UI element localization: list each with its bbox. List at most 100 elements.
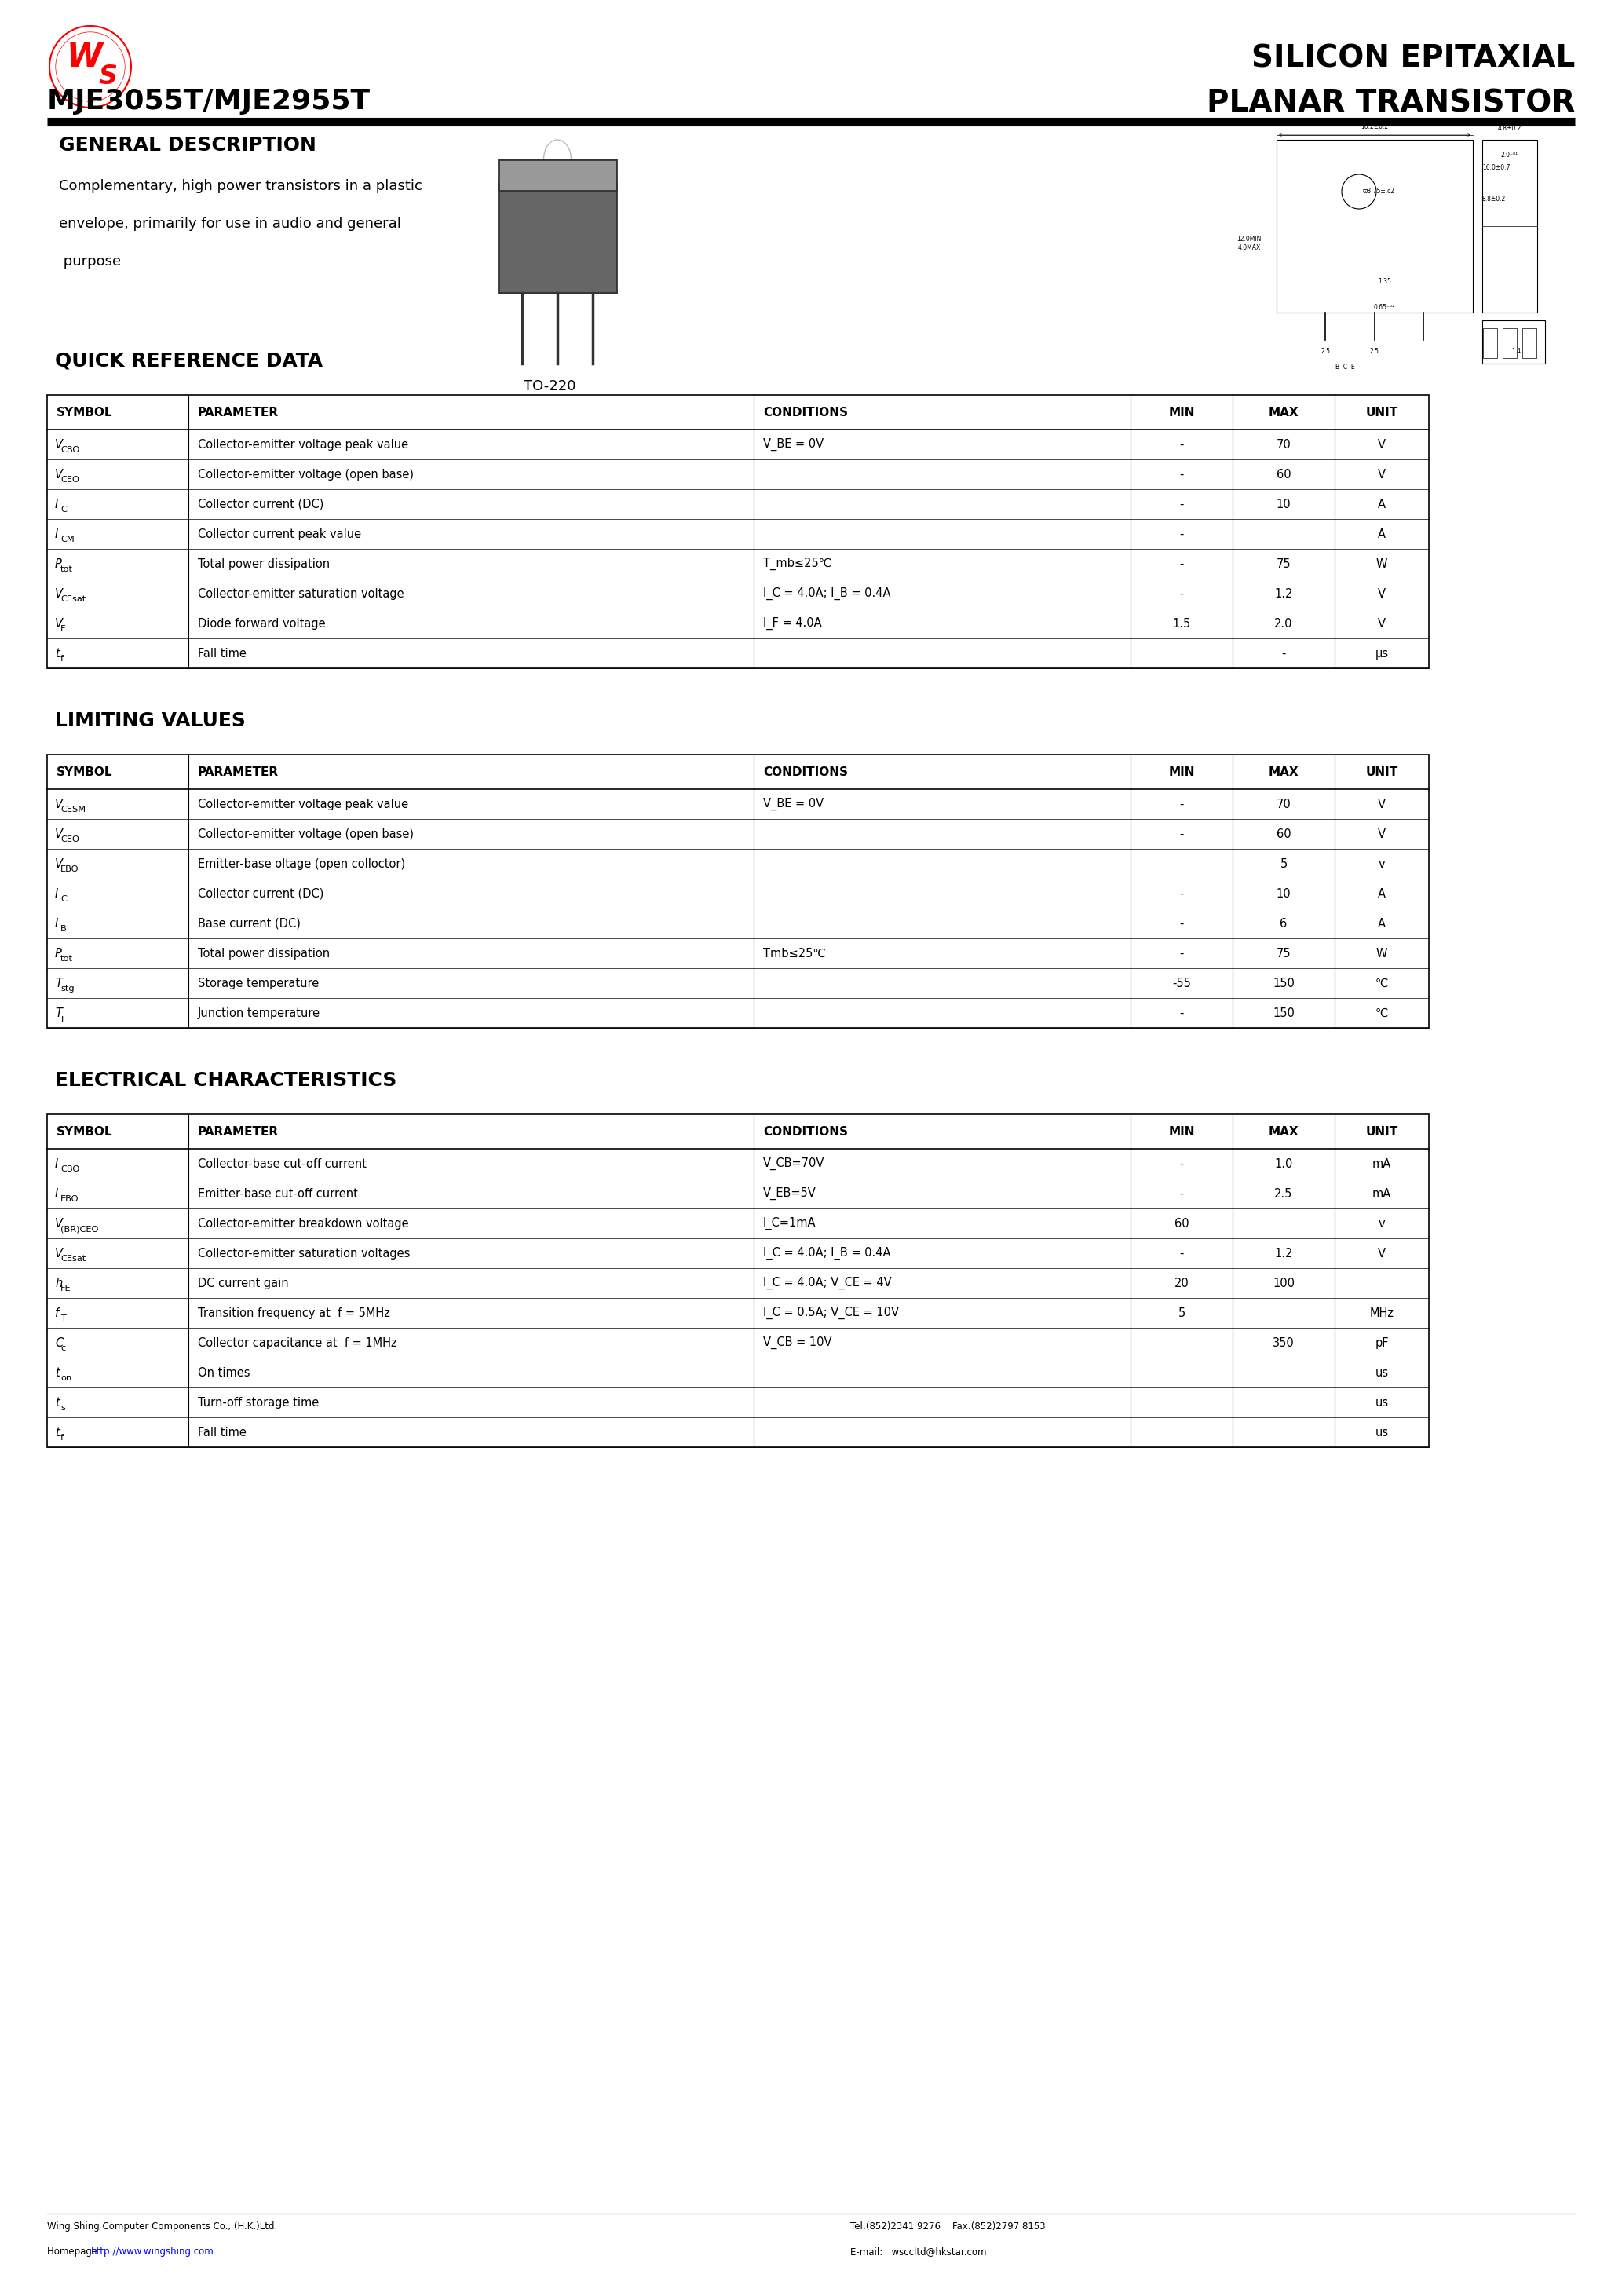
Text: PARAMETER: PARAMETER [198,406,279,418]
Text: V: V [1377,468,1385,480]
Text: 10: 10 [1277,498,1291,510]
Text: ϖ3.75±.c2: ϖ3.75±.c2 [1362,188,1395,195]
Text: Junction temperature: Junction temperature [198,1008,321,1019]
Text: V: V [55,439,63,450]
Text: ℃: ℃ [1375,1008,1388,1019]
Text: E-mail:   wsccltd@hkstar.com: E-mail: wsccltd@hkstar.com [850,2245,986,2257]
Text: 1.0: 1.0 [1275,1157,1293,1169]
Text: t: t [55,1426,60,1437]
Text: h: h [55,1277,62,1288]
Text: -: - [1179,468,1184,480]
Text: Collector-emitter voltage (open base): Collector-emitter voltage (open base) [198,829,414,840]
Text: f: f [55,1306,58,1318]
Text: 1.2: 1.2 [1275,1247,1293,1258]
Text: F: F [60,625,65,634]
Text: V_CB=70V: V_CB=70V [762,1157,824,1171]
Text: UNIT: UNIT [1366,767,1398,778]
Text: 2.0⁻⁰¹: 2.0⁻⁰¹ [1500,152,1518,158]
Text: SYMBOL: SYMBOL [57,406,112,418]
Text: P: P [55,558,62,569]
Text: SYMBOL: SYMBOL [57,1125,112,1137]
Text: I: I [55,1157,58,1169]
Bar [1523,328,1536,358]
Text: Storage temperature: Storage temperature [198,978,320,990]
Text: V_BE = 0V: V_BE = 0V [762,797,824,810]
Text: 1.4: 1.4 [1512,349,1521,356]
Text: us: us [1375,1366,1388,1378]
Text: T: T [60,1316,67,1322]
Text: tot: tot [60,955,73,962]
Text: Homepage:: Homepage: [47,2245,107,2257]
Text: ELECTRICAL CHARACTERISTICS: ELECTRICAL CHARACTERISTICS [55,1070,397,1091]
Bar [1483,328,1497,358]
Text: -: - [1179,528,1184,540]
Text: T: T [55,1008,62,1019]
Text: 10.2±0.2: 10.2±0.2 [1361,124,1388,131]
Text: 16.0±0.7: 16.0±0.7 [1483,163,1510,170]
Text: CBO: CBO [60,1166,79,1173]
Text: Collector-emitter saturation voltages: Collector-emitter saturation voltages [198,1247,410,1258]
Text: 60: 60 [1174,1217,1189,1228]
Text: C: C [60,505,67,514]
Text: V: V [55,468,63,480]
Text: s: s [60,1405,65,1412]
Text: 2.5: 2.5 [1320,349,1330,356]
Text: CEO: CEO [60,475,79,484]
Text: CEsat: CEsat [60,1256,86,1263]
Bar [1483,140,1538,312]
Text: V: V [1377,1247,1385,1258]
Text: 20: 20 [1174,1277,1189,1288]
Text: Collector current peak value: Collector current peak value [198,528,362,540]
Text: I: I [55,889,58,900]
Text: I: I [55,528,58,540]
Text: -55: -55 [1173,978,1191,990]
Text: Total power dissipation: Total power dissipation [198,948,329,960]
Text: Fall time: Fall time [198,647,247,659]
Text: Fall time: Fall time [198,1426,247,1437]
Text: SILICON EPITAXIAL: SILICON EPITAXIAL [1251,44,1575,73]
Text: I_C = 4.0A; V_CE = 4V: I_C = 4.0A; V_CE = 4V [762,1277,892,1290]
Text: MAX: MAX [1268,1125,1299,1137]
Text: V_CB = 10V: V_CB = 10V [762,1336,832,1350]
Text: CESM: CESM [60,806,86,813]
Text: Emitter-base oltage (open colloctor): Emitter-base oltage (open colloctor) [198,859,406,870]
Text: 75: 75 [1277,948,1291,960]
Text: stg: stg [60,985,75,992]
Text: V: V [55,1247,63,1258]
Bar [47,1114,1429,1446]
Text: V: V [55,1217,63,1228]
Text: W: W [1375,558,1387,569]
Text: TO-220: TO-220 [524,379,576,393]
Text: tot: tot [60,565,73,574]
Text: Collector-emitter voltage (open base): Collector-emitter voltage (open base) [198,468,414,480]
Text: V_EB=5V: V_EB=5V [762,1187,816,1201]
Text: 8.8±0.2: 8.8±0.2 [1483,195,1505,202]
Bar [498,158,616,191]
Text: UNIT: UNIT [1366,406,1398,418]
Text: I_C=1mA: I_C=1mA [762,1217,816,1231]
Text: mA: mA [1372,1187,1392,1199]
Text: V: V [1377,439,1385,450]
Text: v: v [1379,1217,1385,1228]
Text: B: B [60,925,67,932]
Text: 5: 5 [1280,859,1288,870]
Text: envelope, primarily for use in audio and general: envelope, primarily for use in audio and… [58,216,401,232]
Text: I_F = 4.0A: I_F = 4.0A [762,618,822,629]
Text: 70: 70 [1277,799,1291,810]
Text: T: T [55,978,62,990]
Text: 1.5: 1.5 [1173,618,1191,629]
Text: 75: 75 [1277,558,1291,569]
Text: Collector current (DC): Collector current (DC) [198,498,324,510]
Text: us: us [1375,1396,1388,1407]
Text: j: j [60,1015,63,1022]
Text: I_C = 0.5A; V_CE = 10V: I_C = 0.5A; V_CE = 10V [762,1306,899,1320]
Text: Collector-emitter saturation voltage: Collector-emitter saturation voltage [198,588,404,599]
Text: -: - [1179,799,1184,810]
Text: PARAMETER: PARAMETER [198,767,279,778]
Text: CEO: CEO [60,836,79,843]
Text: S: S [99,64,117,90]
Text: 4.8±0.2: 4.8±0.2 [1497,124,1521,131]
Bar [1502,328,1517,358]
Text: Collector capacitance at  f = 1MHz: Collector capacitance at f = 1MHz [198,1336,397,1348]
Text: CEsat: CEsat [60,595,86,604]
